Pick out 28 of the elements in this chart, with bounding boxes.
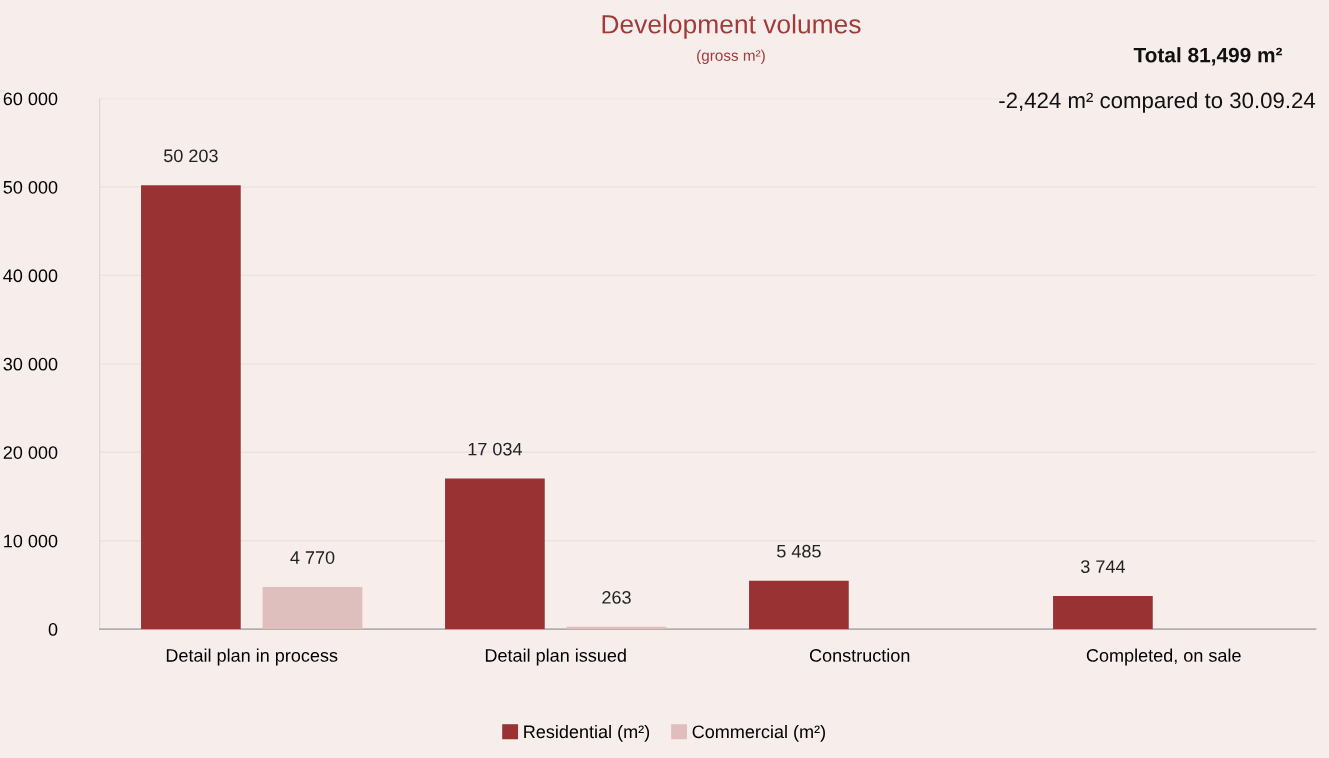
data-label: 263 — [602, 591, 631, 604]
bar — [1053, 596, 1153, 630]
chart-title: Development volumes — [602, 14, 861, 39]
y-tick-label: 0 — [48, 623, 58, 636]
data-label: 17 034 — [468, 442, 522, 456]
x-tick-label: Construction — [809, 648, 910, 662]
y-tick-label: 30 000 — [3, 357, 58, 371]
x-tick-label: Detail plan issued — [485, 648, 626, 666]
y-tick-label: 50 000 — [3, 180, 58, 194]
bar — [749, 580, 849, 630]
data-label: 5 485 — [777, 544, 821, 558]
chart-subtitle: (gross m²) — [697, 49, 765, 64]
y-tick-label: 40 000 — [3, 269, 58, 283]
legend-label: Residential (m²) — [524, 724, 650, 742]
data-label: 50 203 — [163, 149, 218, 163]
bar — [141, 185, 241, 630]
x-tick-label: Detail plan in process — [166, 648, 338, 666]
annotation: -2,424 m² compared to 30.09.24 — [999, 91, 1316, 113]
data-label: 3 744 — [1081, 560, 1125, 574]
y-tick-label: 20 000 — [3, 446, 58, 459]
bar — [445, 478, 545, 630]
y-tick-label: 60 000 — [3, 92, 58, 106]
data-label: 4 770 — [290, 551, 335, 564]
text: Total 81,499 m² — [1133, 47, 1283, 66]
y-tick-label: 10 000 — [4, 534, 58, 548]
legend-label: Commercial (m²) — [692, 724, 825, 742]
x-tick-label: Completed, on sale — [1086, 648, 1241, 666]
bar — [262, 586, 363, 630]
